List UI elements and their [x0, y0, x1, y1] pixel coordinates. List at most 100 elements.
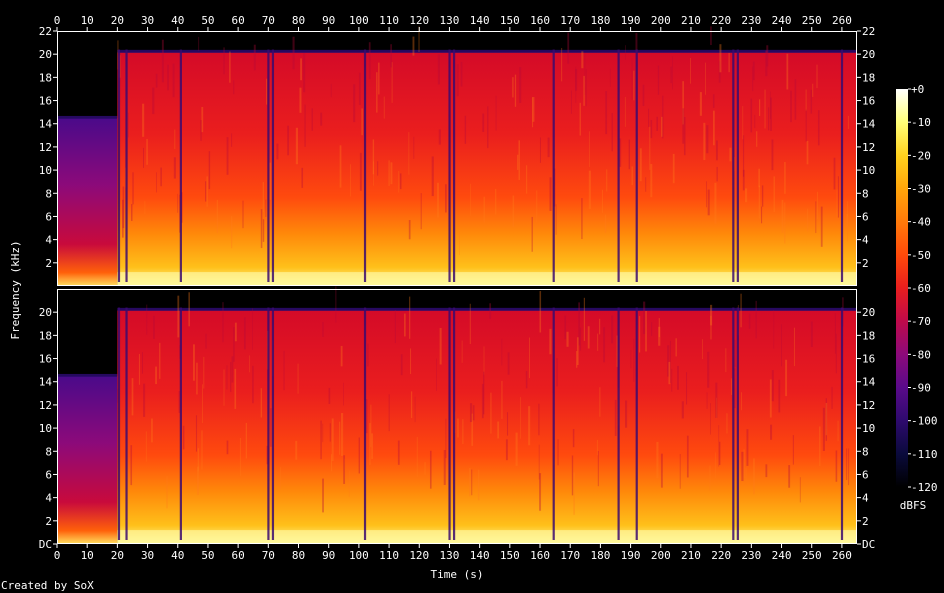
spectral-streak: [718, 425, 720, 467]
spectral-streak: [155, 366, 157, 385]
spectral-streak: [650, 119, 653, 139]
spectral-streak: [668, 361, 671, 385]
y-tick-label: 12: [39, 141, 52, 154]
spectral-streak: [755, 300, 757, 339]
spectral-streak: [526, 165, 528, 194]
spectral-streak: [773, 310, 775, 349]
spectral-streak: [781, 324, 782, 367]
spectral-streak: [728, 52, 730, 73]
spectral-streak: [398, 171, 400, 193]
x-tick-label: 230: [741, 549, 761, 562]
spectral-streak: [460, 61, 463, 87]
plot-frame: [57, 289, 857, 544]
y-tick-label: 4: [862, 492, 869, 505]
y-tick-label: 6: [862, 468, 869, 481]
x-tick-label: 260: [832, 14, 852, 27]
spectral-streak: [573, 472, 575, 515]
spectral-streak: [549, 177, 552, 211]
spectral-streak: [223, 47, 225, 75]
x-tick-label: 90: [322, 549, 335, 562]
spectral-streak: [230, 216, 233, 249]
spectral-streak: [815, 201, 817, 234]
spectral-streak: [483, 371, 485, 415]
spectral-streak: [222, 302, 224, 343]
spectral-streak: [790, 90, 792, 123]
spectral-streak: [367, 343, 369, 367]
spectral-streak: [769, 379, 772, 418]
quiet-gap-line: [267, 307, 270, 540]
x-tick-label: 240: [772, 14, 792, 27]
x-tick-label: 140: [470, 14, 490, 27]
x-tick-label: 0: [54, 549, 61, 562]
spectral-streak: [470, 183, 471, 216]
y-tick-label: 20: [862, 306, 875, 319]
spectral-streak: [459, 226, 460, 256]
spectral-streak: [206, 176, 208, 207]
spectral-streak: [793, 327, 795, 367]
spectral-streak: [340, 345, 343, 367]
spectral-streak: [388, 160, 390, 186]
y-tick-label: 4: [45, 234, 52, 247]
spectral-streak: [587, 326, 590, 349]
spectral-streak: [742, 106, 744, 140]
spectral-streak: [520, 397, 521, 439]
spectral-streak: [682, 81, 684, 125]
credit-text: Created by SoX: [1, 579, 94, 592]
spectral-streak: [733, 368, 736, 409]
quiet-gap-line: [271, 307, 275, 540]
spectral-streak: [638, 316, 641, 353]
spectral-streak: [253, 44, 256, 71]
spectral-streak: [619, 138, 622, 167]
quiet-gap-line: [179, 307, 182, 540]
spectral-streak: [831, 386, 833, 409]
spectral-streak: [576, 351, 578, 368]
spectral-streak: [276, 143, 279, 160]
spectral-streak: [753, 458, 755, 495]
spectral-streak: [835, 333, 837, 374]
spectral-streak: [633, 338, 635, 382]
spectral-streak: [606, 169, 608, 192]
spectral-streak: [669, 340, 671, 383]
spectral-streak: [490, 392, 492, 434]
spectral-streak: [581, 198, 583, 240]
x-tick-label: 80: [292, 549, 305, 562]
spectral-streak: [716, 397, 718, 419]
spectral-streak: [847, 115, 849, 130]
spectral-streak: [429, 450, 432, 489]
frequency-axis-right: 2 4 6 8 10 12 14 16 18 20 22 DC 2 4 6 8 10 12 14 16 18 20: [857, 25, 876, 551]
cutoff-fringe: [57, 115, 118, 119]
spectral-streak: [528, 406, 531, 446]
x-tick-label: 200: [651, 549, 671, 562]
spectral-streak: [682, 108, 685, 144]
spectral-streak: [611, 112, 613, 152]
spectral-streak: [539, 137, 541, 163]
spectral-streak: [599, 387, 601, 417]
spectral-streak: [635, 32, 638, 53]
spectral-streak: [231, 133, 233, 147]
spectral-streak: [348, 470, 350, 498]
spectral-streak: [188, 292, 190, 327]
spectral-streak: [643, 301, 646, 335]
spectral-streak: [193, 344, 195, 381]
spectral-streak: [752, 66, 754, 92]
spectral-streak: [712, 94, 715, 108]
spectral-streak: [249, 355, 251, 373]
spectral-streak: [719, 441, 721, 465]
spectral-streak: [144, 200, 146, 214]
spectral-streak: [745, 467, 747, 481]
y-tick-label: 10: [39, 422, 52, 435]
spectral-streak: [630, 349, 632, 369]
spectral-streak: [729, 147, 732, 162]
spectral-streak: [262, 219, 265, 242]
spectral-streak: [388, 394, 390, 432]
spectral-streak: [651, 322, 653, 336]
x-tick-label: 220: [711, 14, 731, 27]
spectral-streak: [602, 189, 604, 213]
x-tick-label: 70: [262, 14, 275, 27]
quiet-gap-line: [840, 49, 844, 282]
spectral-streak: [358, 437, 360, 474]
spectral-streak: [501, 338, 503, 366]
spectral-streak: [331, 418, 334, 462]
spectral-streak: [570, 90, 572, 114]
